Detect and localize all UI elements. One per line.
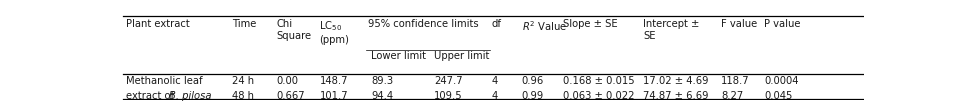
- Text: Upper limit: Upper limit: [434, 51, 490, 61]
- Text: $R^2$ Value: $R^2$ Value: [522, 19, 567, 33]
- Text: 0.96: 0.96: [522, 75, 544, 86]
- Text: 24 h: 24 h: [231, 75, 253, 86]
- Text: Slope ± SE: Slope ± SE: [564, 19, 618, 29]
- Text: 101.7: 101.7: [320, 91, 348, 101]
- Text: 109.5: 109.5: [434, 91, 463, 101]
- Text: Chi
Square: Chi Square: [276, 19, 311, 41]
- Text: 0.00: 0.00: [276, 75, 299, 86]
- Text: 0.667: 0.667: [276, 91, 305, 101]
- Text: F value: F value: [721, 19, 757, 29]
- Text: 148.7: 148.7: [320, 75, 348, 86]
- Text: 4: 4: [492, 91, 498, 101]
- Text: 95% confidence limits: 95% confidence limits: [368, 19, 478, 29]
- Text: 118.7: 118.7: [721, 75, 750, 86]
- Text: 0.99: 0.99: [522, 91, 544, 101]
- Text: 48 h: 48 h: [231, 91, 253, 101]
- Text: Methanolic leaf: Methanolic leaf: [126, 75, 203, 86]
- Text: 74.87 ± 6.69: 74.87 ± 6.69: [643, 91, 708, 101]
- Text: LC$_{50}$
(ppm): LC$_{50}$ (ppm): [320, 19, 349, 45]
- Text: 0.168 ± 0.015: 0.168 ± 0.015: [564, 75, 636, 86]
- Text: 0.0004: 0.0004: [764, 75, 799, 86]
- Text: Lower limit: Lower limit: [372, 51, 426, 61]
- Text: 89.3: 89.3: [372, 75, 394, 86]
- Text: Intercept ±
SE: Intercept ± SE: [643, 19, 700, 41]
- Text: 17.02 ± 4.69: 17.02 ± 4.69: [643, 75, 708, 86]
- Text: B. pilosa: B. pilosa: [169, 91, 211, 101]
- Text: 0.045: 0.045: [764, 91, 793, 101]
- Text: df: df: [492, 19, 502, 29]
- Text: 94.4: 94.4: [372, 91, 394, 101]
- Text: 0.063 ± 0.022: 0.063 ± 0.022: [564, 91, 635, 101]
- Text: 8.27: 8.27: [721, 91, 743, 101]
- Text: 247.7: 247.7: [434, 75, 463, 86]
- Text: 4: 4: [492, 75, 498, 86]
- Text: Plant extract: Plant extract: [126, 19, 190, 29]
- Text: extract of: extract of: [126, 91, 178, 101]
- Text: Time: Time: [231, 19, 256, 29]
- Text: P value: P value: [764, 19, 801, 29]
